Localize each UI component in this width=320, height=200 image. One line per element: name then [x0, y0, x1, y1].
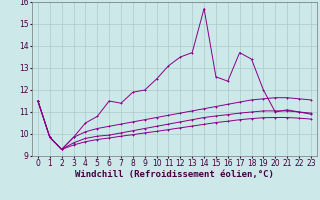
- X-axis label: Windchill (Refroidissement éolien,°C): Windchill (Refroidissement éolien,°C): [75, 170, 274, 179]
